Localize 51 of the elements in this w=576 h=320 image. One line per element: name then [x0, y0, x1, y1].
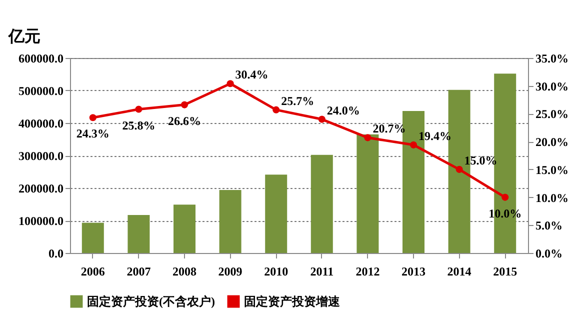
bar	[82, 222, 104, 253]
point	[410, 141, 418, 148]
x-tick-label: 2012	[356, 264, 380, 278]
data-label: 30.4%	[235, 68, 268, 82]
y-tick-label: 100000.0	[18, 214, 64, 228]
point	[226, 80, 234, 88]
legend-label: 固定资产投资(不含农户)	[87, 294, 215, 309]
y2-tick-label: 30.0%	[536, 79, 568, 94]
point	[272, 106, 280, 114]
data-label: 26.6%	[168, 114, 201, 128]
x-tick-label: 2010	[264, 264, 288, 278]
y-tick-label: 200000.0	[18, 182, 64, 196]
bar	[174, 204, 196, 253]
bar	[356, 134, 379, 253]
point	[364, 134, 372, 142]
y2-tick-label: 5.0%	[536, 218, 562, 233]
x-tick-label: 2015	[493, 264, 518, 278]
y2-tick-label: 25.0%	[536, 107, 568, 122]
point	[135, 106, 142, 113]
point	[318, 116, 326, 123]
bar	[310, 154, 333, 253]
x-tick-label: 2014	[447, 264, 472, 278]
x-tick-label: 2013	[402, 264, 426, 278]
x-tick-label: 2006	[80, 264, 105, 278]
point	[502, 194, 509, 201]
x-tick-label: 2007	[126, 264, 151, 278]
x-tick-label: 2008	[172, 264, 196, 278]
y-tick-label: 500000.0	[18, 84, 64, 98]
data-label: 25.7%	[281, 94, 314, 108]
y2-tick-label: 10.0%	[536, 190, 568, 205]
point	[89, 114, 96, 122]
x-tick-label: 2011	[310, 264, 334, 278]
legend-label: 固定资产投资增速	[244, 294, 341, 309]
y-tick-label: 600000.0	[18, 52, 64, 66]
bar	[219, 190, 242, 253]
data-label: 24.0%	[326, 103, 360, 118]
y-axis-title: 亿元	[8, 28, 40, 46]
point	[456, 166, 463, 173]
y2-tick-label: 0.0%	[536, 246, 562, 260]
y-tick-label: 400000.0	[18, 116, 64, 130]
point	[180, 101, 188, 108]
bar	[128, 214, 150, 253]
y2-tick-label: 20.0%	[536, 135, 568, 150]
x-tick-label: 2009	[218, 264, 242, 278]
bar	[265, 174, 288, 253]
y-tick-label: 0.0	[48, 246, 64, 260]
y-tick-label: 300000.0	[18, 149, 64, 163]
y2-tick-label: 35.0%	[536, 52, 568, 66]
data-label: 24.3%	[76, 126, 110, 141]
y2-tick-label: 15.0%	[536, 162, 568, 177]
data-label: 25.8%	[122, 118, 156, 132]
